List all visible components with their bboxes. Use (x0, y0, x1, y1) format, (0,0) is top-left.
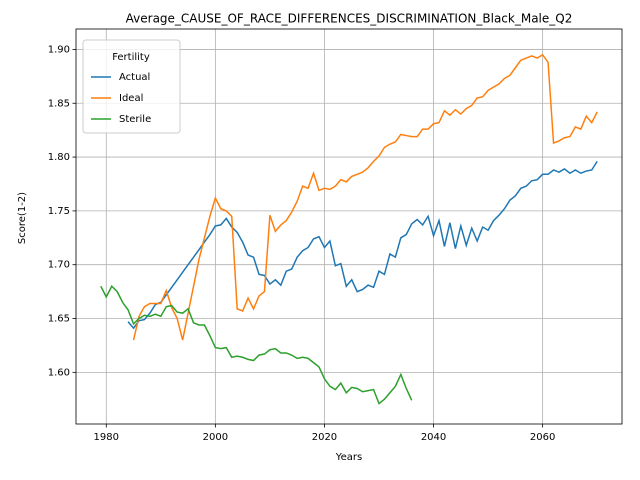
y-tick-label: 1.75 (48, 206, 70, 217)
y-tick-label: 1.70 (48, 260, 70, 271)
x-tick-label: 2060 (530, 432, 555, 443)
y-tick-label: 1.60 (48, 367, 70, 378)
legend-label: Sterile (119, 114, 151, 125)
x-tick-label: 2000 (203, 432, 228, 443)
y-tick-label: 1.80 (48, 152, 70, 163)
x-axis-label: Years (335, 452, 362, 463)
x-tick-label: 2040 (421, 432, 446, 443)
legend-box (82, 39, 181, 134)
chart-title: Average_CAUSE_OF_RACE_DIFFERENCES_DISCRI… (126, 12, 573, 26)
legend-label: Actual (119, 72, 150, 83)
x-tick-label: 2020 (312, 432, 337, 443)
series-line (132, 53, 598, 341)
series-line (127, 160, 598, 330)
series-line (100, 284, 413, 405)
y-tick-label: 1.65 (48, 314, 70, 325)
y-tick-label: 1.85 (48, 98, 70, 109)
y-tick-label: 1.90 (48, 44, 70, 55)
legend-title: Fertility (112, 52, 150, 63)
plot-frame (75, 28, 623, 425)
x-tick-label: 1980 (94, 432, 119, 443)
legend-label: Ideal (119, 93, 143, 104)
y-axis-label: Score(1-2) (17, 192, 28, 244)
